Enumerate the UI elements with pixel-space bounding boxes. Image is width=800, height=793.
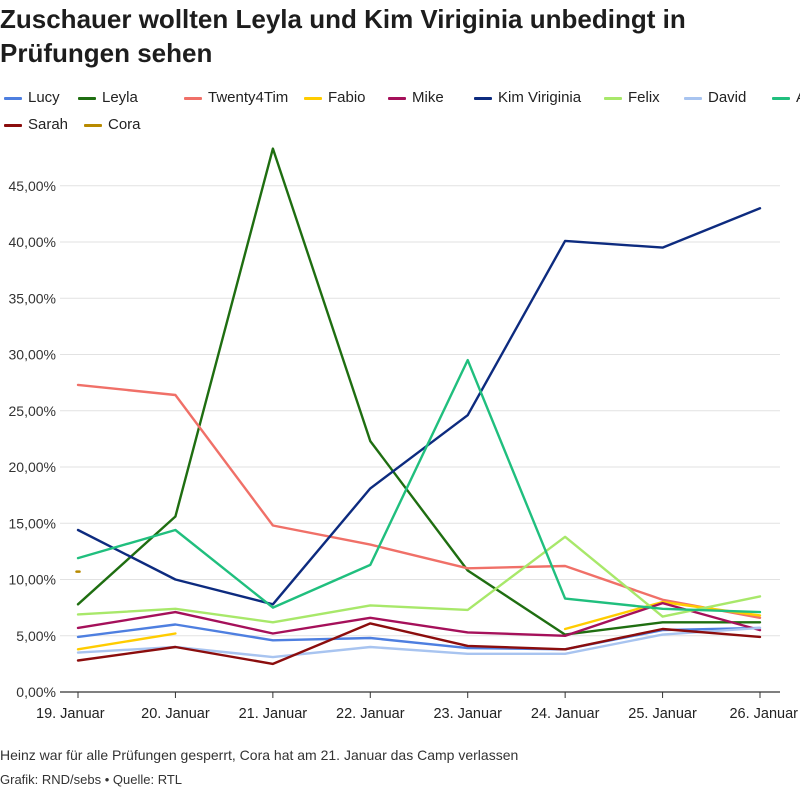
legend-item-sarah: Sarah (4, 113, 68, 137)
legend-label: Lucy (28, 89, 60, 106)
legend-label: Kim Viriginia (498, 89, 582, 106)
y-tick-label: 30,00% (9, 347, 56, 363)
legend-item-anya: Anya (772, 86, 800, 110)
legend-item-cora: Cora (84, 113, 141, 137)
series-line-twenty4tim (76, 383, 762, 619)
y-tick-label: 25,00% (9, 403, 56, 419)
series-lines (75, 147, 762, 666)
legend-swatch (304, 96, 322, 100)
legend-item-mike: Mike (388, 86, 444, 110)
x-tick-label: 23. Januar (433, 706, 502, 722)
y-tick-label: 40,00% (9, 234, 56, 250)
y-tick-label: 35,00% (9, 290, 56, 306)
legend-swatch (78, 96, 96, 100)
legend-item-twenty4tim: Twenty4Tim (184, 86, 288, 110)
legend-swatch (772, 96, 790, 100)
series-line-fabio (76, 632, 177, 651)
legend-item-lucy: Lucy (4, 86, 60, 110)
y-tick-label: 5,00% (16, 628, 56, 644)
legend-item-leyla: Leyla (78, 86, 138, 110)
legend-swatch (4, 123, 22, 127)
legend-item-felix: Felix (604, 86, 660, 110)
legend-label: David (708, 89, 747, 106)
series-line-anya (76, 358, 762, 614)
series-line-sarah (76, 622, 762, 666)
line-chart: 0,00% 5,00% 10,00% 15,00% 20,00% 25,00% 30,00%… (9, 147, 798, 722)
y-tick-label: 15,00% (9, 515, 56, 531)
x-tick-label: 20. Januar (141, 706, 210, 722)
legend-swatch (4, 96, 22, 100)
y-tick-label: 45,00% (9, 178, 56, 194)
legend-item-kim-viriginia: Kim Viriginia (474, 86, 581, 110)
legend-swatch (184, 96, 202, 100)
chart-note: Heinz war für alle Prüfungen gesperrt, C… (0, 747, 519, 763)
legend-swatch (684, 96, 702, 100)
series-line-leyla (76, 147, 762, 636)
legend-item-david: David (684, 86, 746, 110)
legend-label: Fabio (328, 89, 366, 106)
y-tick-label: 20,00% (9, 459, 56, 475)
legend-swatch (84, 123, 102, 127)
chart-title: Zuschauer wollten Leyla und Kim Virigini… (0, 4, 686, 68)
y-axis-ticks: 0,00% 5,00% 10,00% 15,00% 20,00% 25,00% 30,00%… (9, 178, 56, 700)
y-tick-label: 0,00% (16, 684, 56, 700)
legend-label: Mike (412, 89, 444, 106)
legend-swatch (604, 96, 622, 100)
series-line-mike (76, 601, 762, 637)
legend-label: Cora (108, 116, 141, 133)
series-line-kim-viriginia (76, 207, 762, 606)
legend-item-fabio: Fabio (304, 86, 366, 110)
x-tick-label: 21. Januar (239, 706, 308, 722)
x-axis-ticks: 19. Januar 20. Januar 21. Januar 22. Januar… (36, 692, 798, 722)
x-tick-label: 24. Januar (531, 706, 600, 722)
chart-source: Grafik: RND/sebs • Quelle: RTL (0, 772, 183, 787)
grid-lines (60, 185, 780, 693)
legend-label: Leyla (102, 89, 138, 106)
legend-label: Twenty4Tim (208, 89, 289, 106)
series-line-felix (76, 535, 762, 624)
x-tick-label: 26. Januar (729, 706, 798, 722)
legend-swatch (474, 96, 492, 100)
legend-swatch (388, 96, 406, 100)
legend-label: Anya (796, 89, 800, 106)
legend-label: Sarah (28, 116, 69, 133)
x-tick-label: 25. Januar (628, 706, 697, 722)
x-tick-label: 19. Januar (36, 706, 105, 722)
y-tick-label: 10,00% (9, 572, 56, 588)
series-line-lucy (76, 623, 762, 651)
legend-label: Felix (628, 89, 660, 106)
x-tick-label: 22. Januar (336, 706, 405, 722)
